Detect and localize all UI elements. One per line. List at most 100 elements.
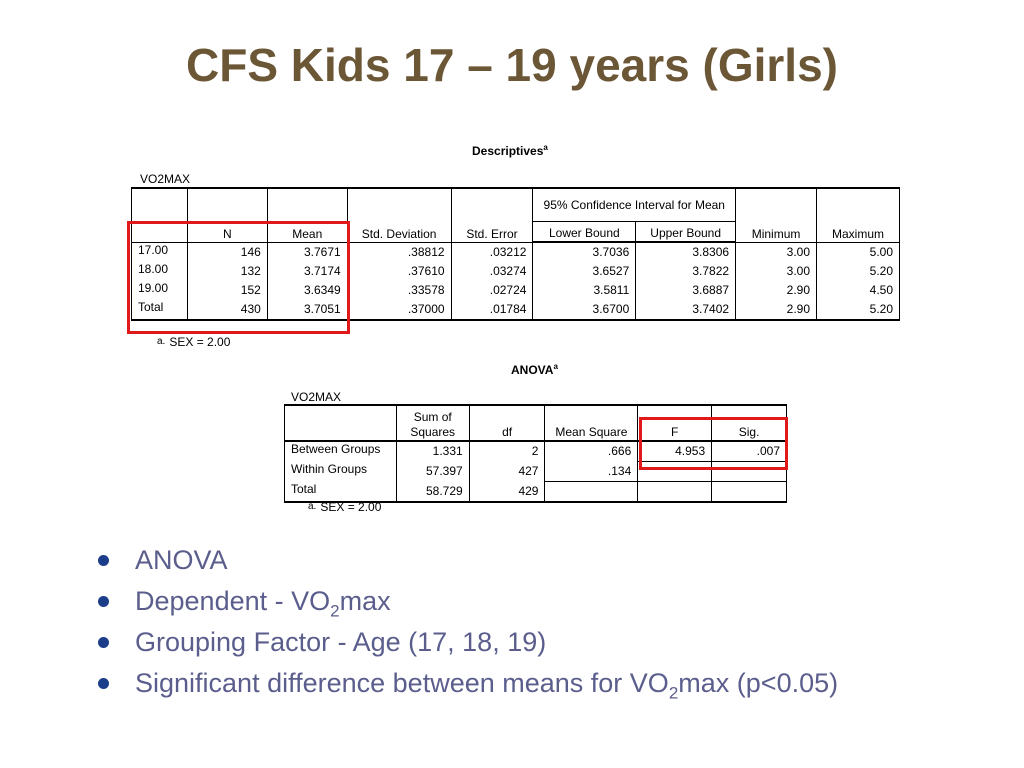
footnote-text: SEX = 2.00 [320, 500, 382, 514]
cell-upper-bound: 3.8306 [635, 242, 737, 262]
anova-table: Sum of Squares df Mean Square F Sig. Bet… [284, 404, 787, 503]
cell-minimum: 2.90 [735, 300, 817, 321]
cell-sig [711, 481, 787, 503]
table-row: Within Groups 57.397 427 .134 [284, 461, 787, 482]
col-header-std-deviation: Std. Deviation [346, 187, 452, 243]
row-label: Between Groups [284, 441, 397, 462]
bullet-item: Grouping Factor - Age (17, 18, 19) [98, 622, 838, 663]
cell-upper-bound: 3.6887 [635, 281, 737, 300]
cell-std-deviation: .33578 [346, 281, 452, 300]
cell-maximum: 5.00 [816, 242, 900, 262]
cell-sig [711, 461, 787, 482]
highlight-f-sig-box [639, 417, 788, 470]
descriptives-caption: Descriptivesa [472, 143, 548, 158]
bullet-dot-icon [98, 596, 109, 607]
row-label: 17.00 [131, 242, 188, 262]
bullet-text-tail: max [339, 586, 391, 616]
anova-variable-label: VO2MAX [291, 390, 342, 404]
cell-minimum: 3.00 [735, 262, 817, 281]
cell-df: 2 [468, 441, 546, 462]
anova-header-row: Sum of Squares df Mean Square F Sig. [284, 404, 787, 442]
cell-mean-square: .134 [544, 461, 639, 482]
footnote-marker: a. [157, 336, 166, 347]
table-row: 17.00 146 3.7671 .38812 .03212 3.7036 3.… [131, 242, 900, 262]
col-header-maximum: Maximum [816, 187, 900, 243]
bullet-item: Dependent - VO2max [98, 581, 838, 622]
anova-caption: ANOVAa [511, 362, 558, 377]
highlight-n-mean-box [127, 221, 350, 334]
anova-caption-text: ANOVA [511, 363, 554, 377]
bullet-list: ANOVA Dependent - VO2max Grouping Factor… [98, 540, 838, 704]
cell-mean: 3.7174 [266, 262, 348, 281]
cell-df: 429 [468, 481, 546, 503]
cell-std-deviation: .37000 [346, 300, 452, 321]
col-header-lower-bound: Lower Bound [532, 221, 637, 243]
table-row: Between Groups 1.331 2 .666 4.953 .007 [284, 441, 787, 462]
descriptives-corner-cell [131, 187, 188, 243]
cell-maximum: 5.20 [816, 300, 900, 321]
col-header-n: N [186, 187, 268, 243]
bullet-item: ANOVA [98, 540, 838, 581]
cell-maximum: 4.50 [816, 281, 900, 300]
footnote-marker: a. [308, 501, 317, 512]
descriptives-header-row-2: Lower Bound Upper Bound [132, 221, 900, 243]
col-header-std-error: Std. Error [450, 187, 534, 243]
descriptives-header-row-1: N Mean Std. Deviation Std. Error 95% Con… [131, 187, 900, 243]
cell-n: 152 [186, 281, 268, 300]
cell-lower-bound: 3.6527 [532, 262, 637, 281]
bullet-text: Dependent - VO [135, 586, 331, 616]
cell-sum-of-squares: 58.729 [395, 481, 470, 503]
cell-mean-square [544, 481, 639, 503]
cell-n: 132 [186, 262, 268, 281]
row-label: Within Groups [284, 461, 397, 482]
bullet-text-tail: max (p<0.05) [678, 668, 839, 698]
col-header-df: df [468, 404, 546, 442]
bullet-text: Grouping Factor - Age (17, 18, 19) [135, 627, 547, 657]
bullet-text: Significant difference between means for… [135, 668, 669, 698]
bullet-dot-icon [98, 555, 109, 566]
col-header-sum-of-squares: Sum of Squares [395, 404, 470, 442]
cell-mean: 3.7051 [266, 300, 348, 321]
bullet-dot-icon [98, 678, 109, 689]
cell-maximum: 5.20 [816, 262, 900, 281]
bullet-dot-icon [98, 637, 109, 648]
descriptives-footnote: a. SEX = 2.00 [157, 335, 230, 349]
col-header-minimum: Minimum [735, 187, 817, 243]
bullet-item: Significant difference between means for… [98, 663, 838, 704]
row-label: Total [284, 481, 397, 503]
cell-n: 146 [186, 242, 268, 262]
cell-lower-bound: 3.5811 [532, 281, 637, 300]
cell-std-deviation: .37610 [346, 262, 452, 281]
descriptives-variable-label: VO2MAX [140, 172, 191, 186]
cell-mean: 3.7671 [266, 242, 348, 262]
cell-std-error: .01784 [450, 300, 534, 321]
table-row-total: Total 58.729 429 [284, 481, 787, 503]
bullet-subscript: 2 [330, 601, 340, 621]
table-row-total: Total 430 3.7051 .37000 .01784 3.6700 3.… [131, 300, 900, 321]
col-header-mean: Mean [266, 187, 348, 243]
cell-f: 4.953 [637, 441, 713, 462]
descriptives-table: N Mean Std. Deviation Std. Error 95% Con… [131, 187, 900, 321]
footnote-text: SEX = 2.00 [169, 335, 231, 349]
cell-std-error: .02724 [450, 281, 534, 300]
bullet-text: ANOVA [135, 545, 228, 575]
anova-caption-sup: a [553, 362, 558, 371]
cell-minimum: 3.00 [735, 242, 817, 262]
descriptives-caption-text: Descriptives [472, 144, 544, 158]
bullet-subscript: 2 [668, 683, 679, 703]
cell-upper-bound: 3.7822 [635, 262, 737, 281]
cell-f [637, 481, 713, 503]
cell-sum-of-squares: 1.331 [395, 441, 470, 462]
cell-lower-bound: 3.7036 [532, 242, 637, 262]
cell-mean: 3.6349 [266, 281, 348, 300]
row-label: Total [131, 300, 188, 321]
cell-sum-of-squares: 57.397 [395, 461, 470, 482]
cell-std-error: .03212 [450, 242, 534, 262]
anova-footnote: a. SEX = 2.00 [308, 500, 381, 514]
cell-mean-square: .666 [544, 441, 639, 462]
cell-upper-bound: 3.7402 [635, 300, 737, 321]
slide-title: CFS Kids 17 – 19 years (Girls) [186, 39, 838, 91]
col-header-mean-square: Mean Square [544, 404, 639, 442]
anova-corner-cell [284, 404, 397, 442]
cell-df: 427 [468, 461, 546, 482]
